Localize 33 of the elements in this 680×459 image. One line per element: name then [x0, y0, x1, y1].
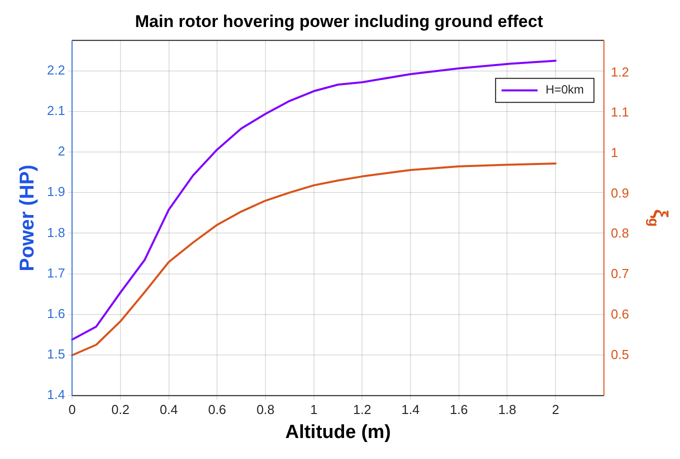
y2-tick-label: 0.8 [610, 226, 630, 241]
y-tick-label: 2.1 [46, 103, 66, 118]
y-axis-title: Power (HP) [16, 164, 39, 272]
chart-title: Main rotor hovering power including ground effect [135, 12, 544, 31]
x-tick-label: 1.6 [450, 402, 468, 417]
y2-tick-label: 0.7 [610, 266, 630, 282]
y2-tick-label: 0.5 [610, 346, 630, 362]
x-tick-label: 0.8 [256, 402, 275, 417]
x-tick-label: 0 [68, 402, 76, 417]
y-tick-label: 1.9 [46, 184, 66, 200]
y2-tick-label: 1.2 [610, 64, 630, 80]
y2-tick-label: 1 [610, 144, 618, 160]
y2-tick-label: 0.6 [610, 306, 630, 322]
x-tick-label: 0.2 [111, 402, 130, 417]
x-tick-label: 1.2 [353, 402, 372, 417]
x-tick-label: 0.6 [208, 402, 226, 417]
x-tick-label: 0.4 [160, 402, 178, 417]
x-tick-label: 2 [552, 402, 560, 417]
y-tick-label: 1.6 [46, 306, 66, 321]
y2-axis-title: ξg [646, 209, 671, 227]
x-tick-label: 1 [310, 402, 318, 417]
y-tick-label: 1.5 [46, 346, 66, 362]
x-tick-label: 1.8 [498, 402, 516, 417]
y2-tick-label: 0.9 [610, 185, 630, 200]
y-tick-label: 1.4 [46, 387, 66, 402]
y-tick-label: 1.8 [46, 224, 66, 240]
x-axis-title: Altitude (m) [285, 422, 391, 443]
y-tick-label: 1.7 [46, 265, 66, 280]
y-tick-label: 2 [58, 144, 66, 159]
y-tick-label: 2.2 [46, 62, 66, 78]
x-tick-label: 1.4 [401, 402, 420, 417]
y2-tick-label: 1.1 [610, 104, 630, 120]
legend-label: H=0km [546, 82, 584, 97]
